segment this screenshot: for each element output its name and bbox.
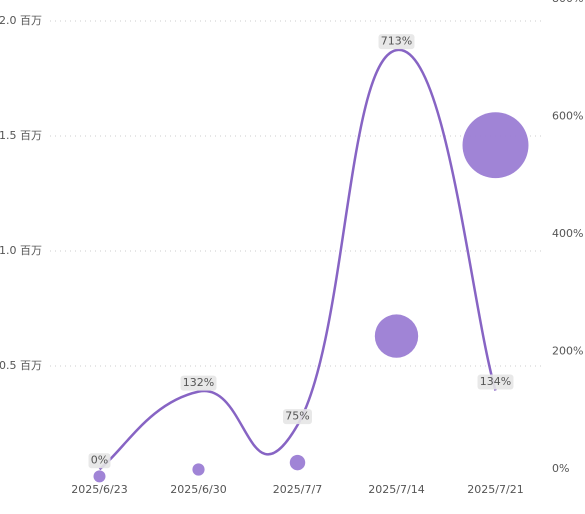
x-tick-label: 2025/6/30 <box>170 483 226 496</box>
bubble <box>462 112 529 179</box>
y-tick-label: 1.5 百万 <box>0 129 42 142</box>
bubble <box>93 470 106 483</box>
y2-tick-label: 800% <box>552 0 583 5</box>
y-tick-label: 2.0 百万 <box>0 14 42 27</box>
x-tick-label: 2025/6/23 <box>71 483 127 496</box>
y2-tick-label: 200% <box>552 345 583 358</box>
data-label: 134% <box>480 375 511 388</box>
data-label: 132% <box>183 376 214 389</box>
y-tick-label: 1.0 百万 <box>0 244 42 257</box>
x-tick-label: 2025/7/7 <box>273 483 322 496</box>
data-label-box <box>378 34 415 50</box>
data-label: 713% <box>381 35 412 48</box>
data-label-box <box>477 374 514 390</box>
y-tick-label: 0.5 百万 <box>0 359 42 372</box>
line <box>98 48 497 471</box>
bubble <box>289 454 306 471</box>
y2-tick-label: 600% <box>552 110 583 123</box>
bubble <box>374 314 419 358</box>
y2-tick-label: 400% <box>552 227 583 240</box>
x-tick-label: 2025/7/14 <box>368 483 424 496</box>
data-label: 0% <box>91 454 108 467</box>
data-label: 75% <box>285 410 309 423</box>
data-label-box <box>283 409 312 425</box>
y2-tick-label: 0% <box>552 462 569 475</box>
bubble <box>192 463 205 476</box>
data-label-box <box>88 453 111 469</box>
data-label-box <box>180 375 217 391</box>
x-tick-label: 2025/7/21 <box>467 483 523 496</box>
